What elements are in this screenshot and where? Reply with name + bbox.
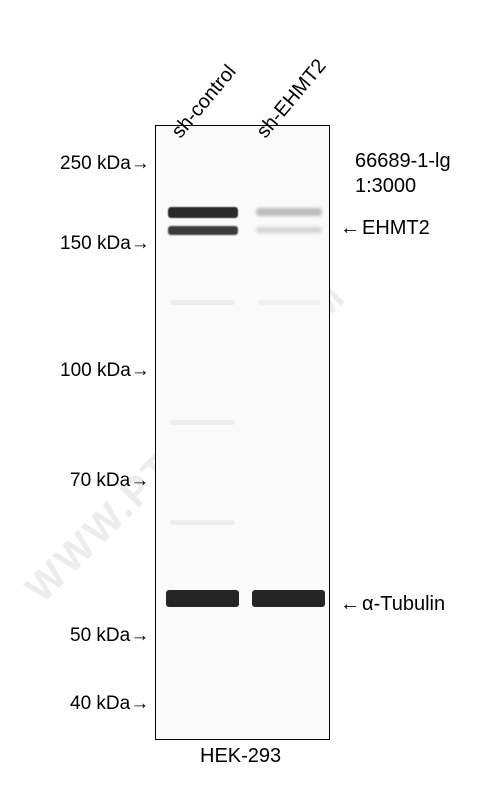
- antibody-dilution: 1:3000: [355, 175, 416, 198]
- mw-70: 70 kDa→: [70, 470, 149, 492]
- label-tubulin: α-Tubulin: [362, 593, 445, 616]
- cell-line-label: HEK-293: [200, 745, 281, 768]
- mw-40: 40 kDa→: [70, 693, 149, 715]
- band: [166, 590, 239, 607]
- band: [168, 207, 238, 218]
- band: [256, 208, 322, 216]
- faint-band: [170, 520, 235, 525]
- arrow-ehmt2: ←: [340, 217, 360, 240]
- band: [256, 227, 322, 233]
- band: [252, 590, 325, 607]
- faint-band: [170, 420, 235, 425]
- mw-150: 150 kDa→: [60, 233, 150, 255]
- arrow-tubulin: ←: [340, 593, 360, 616]
- faint-band: [170, 300, 235, 305]
- antibody-catalog: 66689-1-lg: [355, 150, 451, 173]
- band: [168, 226, 238, 235]
- mw-100: 100 kDa→: [60, 360, 150, 382]
- faint-band: [258, 300, 320, 305]
- label-ehmt2: EHMT2: [362, 217, 430, 240]
- figure-container: WWW.PTGLAB.COM sh-control sh-EHMT2 250 k…: [0, 0, 500, 800]
- mw-250: 250 kDa→: [60, 153, 150, 175]
- mw-50: 50 kDa→: [70, 625, 149, 647]
